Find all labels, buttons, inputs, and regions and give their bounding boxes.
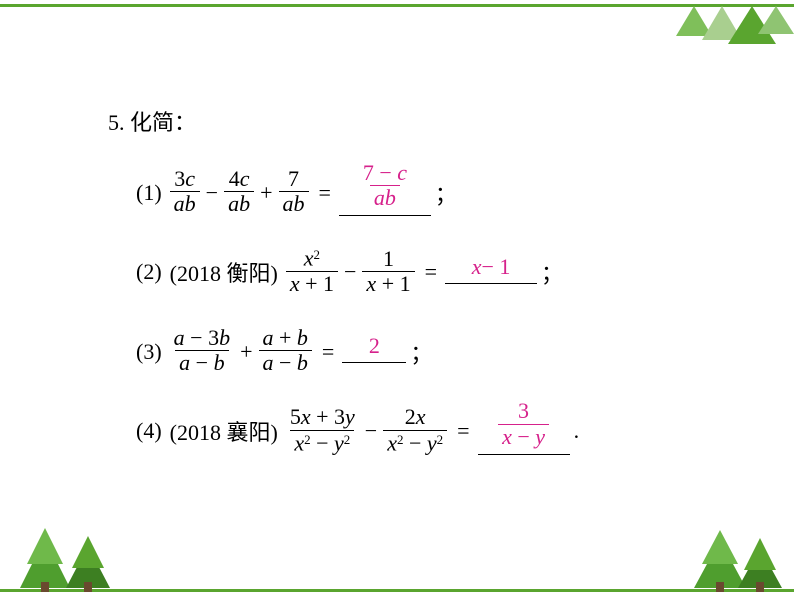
- sub4-label: (4): [136, 418, 162, 444]
- problem-title: 5. 化简：: [108, 105, 734, 137]
- problem-text: 化简：: [130, 110, 196, 135]
- sub2-year-city: (2018 衡阳): [170, 256, 278, 288]
- sub4-frac2: 2x x2 − y2: [383, 405, 447, 457]
- problem-number: 5.: [108, 110, 125, 135]
- bottom-trees-decoration: [0, 526, 794, 596]
- sub4-frac1: 5x + 3y x2 − y2: [286, 405, 359, 457]
- sub1-label: (1): [136, 180, 162, 206]
- sub2-frac2: 1 x + 1: [362, 247, 414, 298]
- sub2-answer: x − 1: [445, 254, 537, 280]
- sub4-blank: 3 x − y: [478, 408, 570, 455]
- top-triangles-decoration: [664, 0, 794, 48]
- sub1-blank: 7 − c ab: [339, 169, 431, 216]
- sub1-frac1: 3c ab: [170, 167, 200, 218]
- sub4-answer: 3 x − y: [478, 399, 570, 450]
- sub3-frac2: a + b a − b: [259, 326, 312, 377]
- content-area: 5. 化简： (1) 3c ab − 4c ab + 7 ab = 7 − c …: [108, 105, 734, 485]
- sub1-answer: 7 − c ab: [339, 161, 431, 212]
- sub2-label: (2): [136, 259, 162, 285]
- subproblem-4: (4) (2018 襄阳) 5x + 3y x2 − y2 − 2x x2 − …: [136, 405, 734, 457]
- sub3-blank: 2: [342, 340, 406, 363]
- subproblem-2: (2) (2018 衡阳) x2 x + 1 − 1 x + 1 = x − 1…: [136, 246, 734, 298]
- sub1-frac3: 7 ab: [279, 167, 309, 218]
- subproblem-3: (3) a − 3b a − b + a + b a − b = 2 ；: [136, 326, 734, 377]
- sub3-label: (3): [136, 339, 162, 365]
- sub3-answer: 2: [342, 333, 406, 359]
- sub1-frac2: 4c ab: [224, 167, 254, 218]
- sub3-frac1: a − 3b a − b: [170, 326, 234, 377]
- sub2-blank: x − 1: [445, 261, 537, 284]
- subproblem-1: (1) 3c ab − 4c ab + 7 ab = 7 − c ab ；: [136, 167, 734, 218]
- sub2-frac1: x2 x + 1: [286, 246, 338, 298]
- sub4-year-city: (2018 襄阳): [170, 415, 278, 447]
